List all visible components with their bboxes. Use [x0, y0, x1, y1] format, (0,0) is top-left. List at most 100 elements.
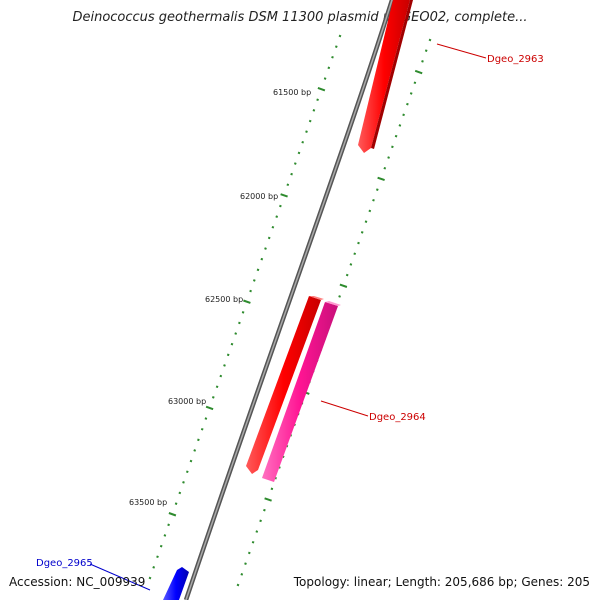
- minor-tick: [167, 523, 170, 527]
- minor-tick: [312, 109, 316, 112]
- major-tick: [168, 512, 177, 517]
- major-tick: [205, 405, 214, 411]
- minor-tick: [375, 188, 379, 191]
- minor-tick: [334, 45, 338, 48]
- major-tick: [264, 497, 272, 502]
- minor-tick: [338, 34, 342, 38]
- gene-label-dgeo-2964[interactable]: Dgeo_2964: [369, 412, 426, 423]
- accession-label: Accession: NC_009939: [9, 575, 146, 589]
- minor-tick: [182, 481, 185, 484]
- minor-tick: [219, 374, 223, 378]
- minor-tick: [308, 119, 312, 123]
- minor-tick: [211, 396, 215, 399]
- minor-tick: [364, 220, 368, 223]
- minor-tick: [267, 236, 271, 240]
- gene-dgeo-2964[interactable]: [246, 296, 324, 474]
- minor-tick: [240, 573, 244, 576]
- minor-tick: [290, 172, 293, 176]
- minor-tick: [387, 156, 390, 159]
- minor-tick: [197, 438, 200, 442]
- minor-tick: [345, 273, 349, 277]
- minor-tick: [251, 540, 255, 544]
- minor-tick: [286, 183, 290, 187]
- minor-tick: [185, 470, 189, 474]
- page-title: Deinococcus geothermalis DSM 11300 plasm…: [72, 10, 528, 25]
- minor-tick: [174, 502, 178, 505]
- minor-tick: [247, 551, 251, 555]
- minor-tick: [256, 268, 260, 272]
- minor-tick: [148, 576, 152, 580]
- minor-tick: [238, 321, 241, 325]
- major-tick: [317, 86, 326, 92]
- minor-tick: [159, 544, 163, 548]
- minor-tick: [398, 124, 402, 127]
- minor-tick: [316, 98, 319, 102]
- tick-label: 62500 bp: [205, 295, 243, 304]
- minor-tick: [293, 162, 297, 165]
- minor-tick: [223, 364, 226, 367]
- major-tick: [377, 176, 385, 182]
- gene-label-dgeo-2963[interactable]: Dgeo_2963: [487, 54, 544, 65]
- minor-tick: [252, 279, 256, 282]
- minor-tick: [409, 92, 413, 95]
- minor-tick: [260, 257, 264, 261]
- minor-tick: [275, 215, 279, 218]
- major-tick: [414, 69, 423, 75]
- major-tick: [339, 283, 348, 288]
- minor-tick: [204, 417, 208, 420]
- topology-summary: Topology: linear; Length: 205,686 bp; Ge…: [293, 575, 590, 589]
- minor-tick: [193, 449, 197, 452]
- gene-dgeo-2965[interactable]: [163, 567, 189, 600]
- minor-tick: [163, 534, 167, 537]
- gene-dgeo-2963[interactable]: [358, 0, 413, 153]
- minor-tick: [234, 332, 238, 335]
- minor-tick: [178, 491, 182, 495]
- minor-tick: [259, 519, 262, 523]
- minor-tick: [331, 55, 334, 59]
- minor-tick: [297, 151, 301, 155]
- minor-tick: [360, 231, 364, 234]
- gene-label-dgeo-2965[interactable]: Dgeo_2965: [36, 558, 93, 569]
- minor-tick: [255, 530, 259, 533]
- minor-tick: [270, 487, 274, 491]
- tick-label: 61500 bp: [273, 88, 311, 97]
- minor-tick: [353, 252, 357, 256]
- minor-tick: [152, 566, 156, 569]
- minor-tick: [368, 209, 372, 213]
- minor-tick: [215, 385, 219, 389]
- tick-marks-inner: [148, 34, 342, 580]
- minor-tick: [241, 311, 245, 314]
- major-tick: [243, 299, 251, 304]
- minor-tick: [406, 102, 409, 106]
- leader-line-dgeo-2965: [89, 563, 151, 591]
- minor-tick: [244, 562, 247, 565]
- minor-tick: [413, 81, 417, 85]
- minor-tick: [349, 263, 353, 266]
- minor-tick: [394, 134, 398, 138]
- minor-tick: [421, 60, 424, 63]
- minor-tick: [264, 247, 267, 250]
- minor-tick: [327, 66, 331, 70]
- minor-tick: [200, 427, 204, 431]
- minor-tick: [357, 241, 360, 245]
- minor-tick: [424, 49, 428, 52]
- minor-tick: [263, 508, 266, 512]
- tick-label: 63000 bp: [168, 397, 206, 406]
- minor-tick: [156, 555, 159, 559]
- minor-tick: [391, 145, 394, 149]
- minor-tick: [372, 198, 375, 202]
- major-tick: [280, 193, 288, 198]
- tick-label: 62000 bp: [240, 192, 278, 201]
- gene-pink[interactable]: [262, 301, 341, 482]
- leader-line-dgeo-2963: [436, 43, 487, 59]
- minor-tick: [402, 113, 405, 117]
- minor-tick: [189, 459, 193, 463]
- leader-line-dgeo-2964: [320, 400, 369, 417]
- minor-tick: [383, 166, 387, 170]
- minor-tick: [230, 342, 234, 346]
- minor-tick: [226, 353, 230, 357]
- minor-tick: [323, 77, 327, 80]
- minor-tick: [249, 289, 252, 293]
- minor-tick: [236, 583, 240, 587]
